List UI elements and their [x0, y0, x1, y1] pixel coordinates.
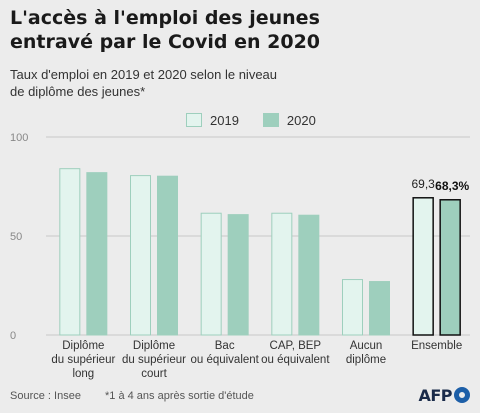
- bar-2020-5: [439, 199, 461, 336]
- y-tick-label: 50: [10, 231, 22, 243]
- bar-2019-0: [59, 168, 81, 336]
- x-tick-label: long: [72, 368, 94, 380]
- chart-subtitle-line-2: de diplôme des jeunes*: [10, 84, 146, 99]
- chart-subtitle-line-1: Taux d'emploi en 2019 et 2020 selon le n…: [10, 67, 278, 82]
- bar-2020-4: [369, 281, 390, 336]
- data-label-2020: 68,3%: [435, 179, 469, 193]
- bar-2019-4: [342, 279, 363, 336]
- source-text: Source : Insee: [10, 390, 81, 402]
- legend-swatch-2019: [186, 113, 202, 127]
- x-tick-label: diplôme: [346, 354, 386, 366]
- x-tick-label: Bac: [215, 340, 235, 352]
- legend-label-2020: 2020: [286, 112, 316, 128]
- bar-2019-5: [412, 197, 434, 336]
- bar-2020-1: [157, 175, 178, 336]
- afp-logo-text: AFP: [418, 385, 452, 405]
- legend-label-2019: 2019: [210, 112, 239, 128]
- legend-item-2019: 2019: [186, 113, 239, 128]
- chart-title: L'accès à l'emploi des jeunes entravé pa…: [10, 6, 470, 54]
- bar-2019-2: [200, 212, 222, 336]
- bar-2020-2: [227, 214, 249, 336]
- x-tick-label: Aucun: [350, 340, 383, 352]
- footnote-text: *1 à 4 ans après sortie d'étude: [105, 390, 254, 402]
- bar-2020-0: [86, 172, 108, 336]
- afp-logo: AFP: [418, 384, 470, 406]
- chart-title-line-2: entravé par le Covid en 2020: [10, 31, 321, 53]
- x-tick-label: ou équivalent: [261, 354, 330, 366]
- x-tick-label: CAP, BEP: [270, 340, 322, 352]
- bar-2020-3: [298, 214, 320, 336]
- x-tick-label: Diplôme: [62, 340, 104, 352]
- x-tick-label: du supérieur: [51, 354, 115, 366]
- legend-item-2020: 2020: [262, 112, 316, 128]
- bar-chart: 100 50 0 Diplôme du supérieur long Diplôme du s…: [10, 132, 470, 380]
- chart-title-line-1: L'accès à l'emploi des jeunes: [10, 7, 320, 29]
- x-tick-label: Ensemble: [411, 340, 462, 352]
- footer: Source : Insee *1 à 4 ans après sortie d…: [10, 390, 470, 406]
- x-tick-label: du supérieur: [122, 354, 186, 366]
- x-tick-label: ou équivalent: [190, 354, 259, 366]
- bar-2019-1: [130, 175, 151, 336]
- y-tick-label: 0: [10, 330, 16, 342]
- afp-logo-icon: [454, 387, 470, 403]
- legend-swatch-2020: [262, 113, 279, 127]
- bar-2019-3: [271, 212, 293, 336]
- data-label-2019: 69,3: [411, 177, 435, 191]
- legend: 2019 2020: [186, 112, 340, 128]
- chart-subtitle: Taux d'emploi en 2019 et 2020 selon le n…: [10, 66, 430, 100]
- y-tick-label: 100: [10, 132, 28, 144]
- x-tick-label: Diplôme: [133, 340, 175, 352]
- x-tick-label: court: [141, 368, 167, 380]
